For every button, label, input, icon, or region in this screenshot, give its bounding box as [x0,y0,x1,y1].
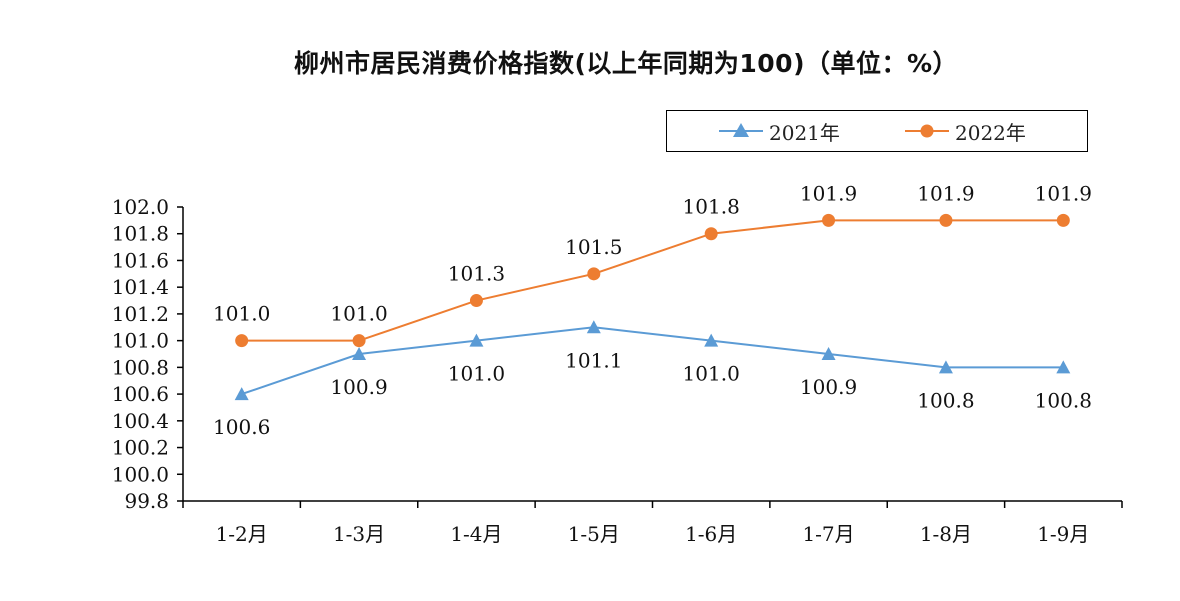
x-tick-label: 1-4月 [450,522,502,546]
legend-label-2021: 2021年 [769,120,840,145]
data-point-triangle [821,347,836,360]
data-label: 101.5 [565,235,622,259]
data-label: 100.6 [213,415,270,439]
y-tick-label: 101.0 [112,329,169,353]
legend-item-2021: 2021年 [719,111,840,151]
x-tick-label: 1-9月 [1037,522,1089,546]
y-tick-label: 101.2 [112,302,169,326]
data-point-triangle [1056,360,1071,374]
y-tick-label: 101.4 [112,275,169,299]
y-tick-label: 99.8 [124,489,169,513]
data-point-circle [469,294,483,308]
data-label: 101.3 [448,262,505,286]
data-label: 101.9 [800,181,857,205]
data-label: 101.0 [213,302,270,326]
data-label: 101.1 [565,348,622,372]
data-point-triangle [938,360,953,374]
series-line-0 [241,326,1064,396]
legend-marker-triangle-icon [719,123,763,137]
data-point-triangle [352,347,367,360]
data-label: 101.0 [448,362,505,386]
data-point-circle [352,334,366,348]
data-point-circle [704,227,718,241]
x-tick-label: 1-3月 [333,522,385,546]
y-tick-label: 100.4 [112,409,169,433]
y-tick-label: 101.8 [112,222,169,246]
legend-marker-circle-icon [905,124,949,138]
x-tick-label: 1-5月 [568,522,620,546]
x-tick-label: 1-8月 [920,522,972,546]
data-point-circle [1056,213,1070,227]
y-tick-label: 100.6 [112,382,169,406]
data-point-circle [822,213,836,227]
data-label: 101.8 [683,195,740,219]
data-label: 101.9 [917,181,974,205]
data-label: 101.9 [1035,181,1092,205]
legend-item-2022: 2022年 [905,111,1026,151]
x-tick-label: 1-6月 [685,522,737,546]
x-tick-label: 1-7月 [802,522,854,546]
data-point-circle [587,267,601,281]
y-tick-label: 102.0 [112,195,169,219]
y-tick-label: 100.0 [112,462,169,486]
data-label: 101.0 [330,302,387,326]
series-line-1 [241,219,1064,342]
y-tick-label: 101.6 [112,248,169,272]
data-label: 100.8 [917,388,974,412]
data-point-triangle [704,333,719,347]
x-tick-label: 1-2月 [216,522,268,546]
data-label: 100.8 [1035,388,1092,412]
legend-label-2022: 2022年 [955,120,1026,145]
data-point-triangle [469,333,484,347]
legend: 2021年 2022年 [666,110,1088,152]
data-point-triangle [586,320,601,334]
data-label: 100.9 [330,375,387,399]
chart-title: 柳州市居民消费价格指数(以上年同期为100)（单位：%） [293,49,959,78]
data-point-triangle [234,387,249,401]
y-tick-label: 100.8 [112,355,169,379]
data-label: 100.9 [800,375,857,399]
y-tick-label: 100.2 [112,436,169,460]
data-point-circle [939,213,953,227]
data-label: 101.0 [683,362,740,386]
data-point-circle [235,334,249,348]
